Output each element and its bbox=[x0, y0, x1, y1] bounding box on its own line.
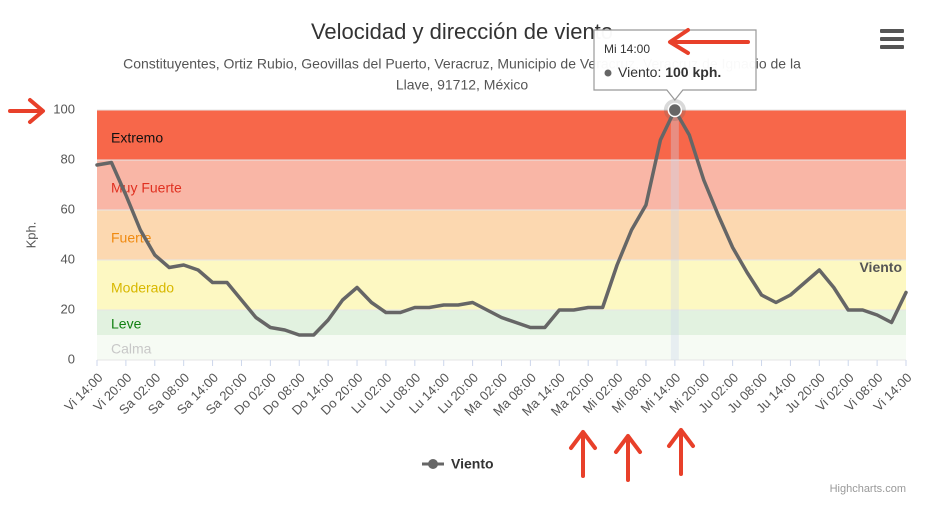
crosshair bbox=[670, 110, 679, 360]
arrow bbox=[668, 28, 750, 55]
plot-band-label: Leve bbox=[111, 316, 142, 332]
tooltip-header: Mi 14:00 bbox=[604, 42, 650, 56]
plot-band bbox=[97, 335, 906, 360]
y-tick-label: 80 bbox=[61, 151, 75, 166]
y-axis-label: Kph. bbox=[23, 222, 38, 249]
plot-band bbox=[97, 210, 906, 260]
tooltip-body: Viento: 100 kph. bbox=[618, 64, 721, 80]
plot-band bbox=[97, 160, 906, 210]
tooltip: Mi 14:00 Viento: 100 kph. bbox=[593, 29, 757, 101]
annotation-arrows bbox=[8, 28, 750, 482]
legend-item[interactable]: Viento bbox=[422, 456, 494, 472]
menu-bar bbox=[880, 37, 904, 41]
legend-label: Viento bbox=[451, 456, 494, 472]
y-tick-label: 0 bbox=[68, 351, 75, 366]
tooltip-value: 100 bbox=[665, 64, 689, 80]
menu-button[interactable] bbox=[872, 22, 912, 56]
menu-bar bbox=[880, 29, 904, 33]
tooltip-box bbox=[593, 29, 757, 101]
plot-band-label: Calma bbox=[111, 341, 152, 357]
y-tick-label: 20 bbox=[61, 301, 75, 316]
arrow bbox=[569, 430, 597, 478]
menu-bar bbox=[880, 45, 904, 49]
plot-band bbox=[97, 310, 906, 335]
plot-band bbox=[97, 260, 906, 310]
legend-symbol bbox=[428, 459, 438, 469]
plot-band-label: Muy Fuerte bbox=[111, 180, 182, 196]
hover-point bbox=[667, 102, 683, 118]
chart-subtitle: Llave, 91712, México bbox=[396, 77, 529, 93]
plot-band bbox=[97, 110, 906, 160]
series-line bbox=[95, 108, 908, 337]
y-tick-label: 40 bbox=[61, 251, 75, 266]
tooltip-unit: kph. bbox=[692, 64, 721, 80]
credits[interactable]: Highcharts.com bbox=[830, 483, 906, 495]
plot-band-label: Moderado bbox=[111, 280, 174, 296]
tooltip-separator: : bbox=[657, 64, 665, 80]
arrow bbox=[614, 434, 642, 482]
y-tick-label: 60 bbox=[61, 201, 75, 216]
chart-title: Velocidad y dirección de viento bbox=[311, 19, 613, 44]
plot-band-label: Extremo bbox=[111, 130, 163, 146]
tooltip-bullet bbox=[604, 69, 612, 77]
arrow bbox=[667, 428, 695, 476]
overlay: Mi 14:00 Viento: 100 kph. bbox=[593, 29, 757, 121]
tooltip-series-name: Viento bbox=[618, 64, 658, 80]
series-end-label: Viento bbox=[859, 259, 902, 275]
y-tick-label: 100 bbox=[53, 101, 75, 116]
arrow bbox=[8, 98, 45, 124]
